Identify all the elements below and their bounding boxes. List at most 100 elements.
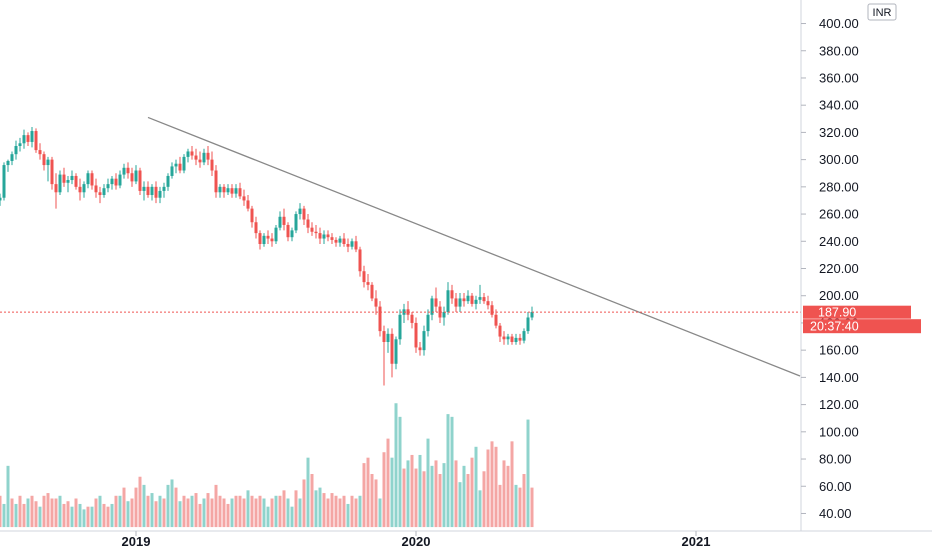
candle — [374, 290, 378, 315]
volume-layer — [0, 403, 534, 528]
candle-body — [298, 208, 302, 215]
volume-bar — [362, 463, 366, 528]
candle-body — [354, 241, 358, 250]
price-axis[interactable]: 400.00 380.00 360.00 340.00 320.00 300.00 280.… — [801, 16, 859, 521]
candle-body — [198, 159, 202, 163]
candle-body — [318, 233, 322, 239]
volume-bar — [182, 495, 186, 528]
candle-body — [114, 178, 118, 186]
volume-bar — [314, 490, 318, 528]
candle-body — [230, 188, 234, 194]
candle-body — [218, 186, 222, 193]
volume-bar — [0, 495, 2, 528]
volume-bar — [202, 498, 206, 528]
volume-bar — [414, 468, 418, 528]
currency-badge[interactable]: INR — [867, 3, 897, 21]
time-axis[interactable]: 2019 2020 2021 — [122, 531, 711, 549]
volume-bar — [450, 416, 454, 528]
candle-body — [126, 167, 130, 174]
y-tick-label: 240.00 — [819, 234, 859, 249]
candle — [214, 165, 218, 198]
volume-bar — [46, 493, 50, 528]
volume-bar — [410, 454, 414, 528]
trendline[interactable] — [147, 116, 801, 377]
volume-bar — [246, 490, 250, 528]
candle-body — [350, 241, 354, 247]
candle — [518, 333, 522, 345]
candle-body — [246, 200, 250, 209]
candle-body — [18, 143, 22, 147]
volume-bar — [274, 495, 278, 528]
volume-bar — [178, 501, 182, 528]
candle — [498, 322, 502, 342]
candle — [454, 292, 458, 313]
volume-bar — [422, 471, 426, 528]
volume-bar — [374, 479, 378, 528]
volume-bar — [470, 457, 474, 528]
candle-body — [134, 170, 138, 182]
volume-bar — [334, 495, 338, 528]
candle — [218, 184, 222, 198]
volume-bar — [94, 498, 98, 528]
candle-body — [178, 163, 182, 171]
candle-body — [250, 208, 254, 223]
candle — [2, 162, 6, 201]
volume-bar — [258, 495, 262, 528]
y-tick-label: 320.00 — [819, 125, 859, 140]
y-tick-label: 300.00 — [819, 152, 859, 167]
candle-body — [358, 249, 362, 272]
candle-body — [462, 298, 466, 302]
candle-body — [110, 178, 114, 185]
candle — [154, 181, 158, 204]
volume-bar — [474, 446, 478, 528]
candle-body — [522, 331, 526, 341]
candle-body — [394, 339, 398, 364]
candle — [194, 148, 198, 166]
candle — [14, 140, 18, 160]
y-tick-label: 340.00 — [819, 98, 859, 113]
volume-bar — [530, 487, 534, 528]
candle-body — [214, 170, 218, 193]
candle — [362, 265, 366, 288]
volume-bar — [526, 419, 530, 528]
y-tick-label: 360.00 — [819, 70, 859, 85]
volume-bar — [522, 474, 526, 528]
candle — [190, 146, 194, 160]
y-tick-label: 400.00 — [819, 16, 859, 31]
candle-body — [526, 317, 530, 332]
candle — [446, 282, 450, 315]
candle — [22, 129, 26, 149]
candle — [266, 230, 270, 245]
candle — [382, 325, 386, 386]
candle — [310, 222, 314, 236]
candle-body — [166, 175, 170, 187]
volume-bar — [2, 503, 6, 528]
candle-body — [14, 146, 18, 155]
volume-bar — [346, 503, 350, 528]
volume-bar — [250, 495, 254, 528]
volume-bar — [378, 498, 382, 528]
candle — [466, 290, 470, 304]
volume-bar — [446, 414, 450, 528]
candle — [26, 132, 30, 147]
candle — [6, 159, 10, 172]
candle — [10, 151, 14, 166]
candle-body — [346, 244, 350, 247]
last-price-tag — [803, 305, 911, 319]
volume-bar — [510, 441, 514, 528]
candle — [322, 230, 326, 245]
candle-body — [186, 151, 190, 157]
candle-body — [98, 192, 102, 196]
volume-bar — [162, 498, 166, 528]
volume-bar — [98, 495, 102, 528]
volume-bar — [390, 457, 394, 528]
y-tick-label: 40.00 — [819, 506, 852, 521]
candle — [86, 170, 90, 189]
candle-body — [162, 186, 166, 191]
volume-bar — [166, 484, 170, 528]
y-tick-label: 380.00 — [819, 43, 859, 58]
candle — [306, 214, 310, 234]
volume-bar — [42, 495, 46, 528]
candle — [18, 137, 22, 152]
